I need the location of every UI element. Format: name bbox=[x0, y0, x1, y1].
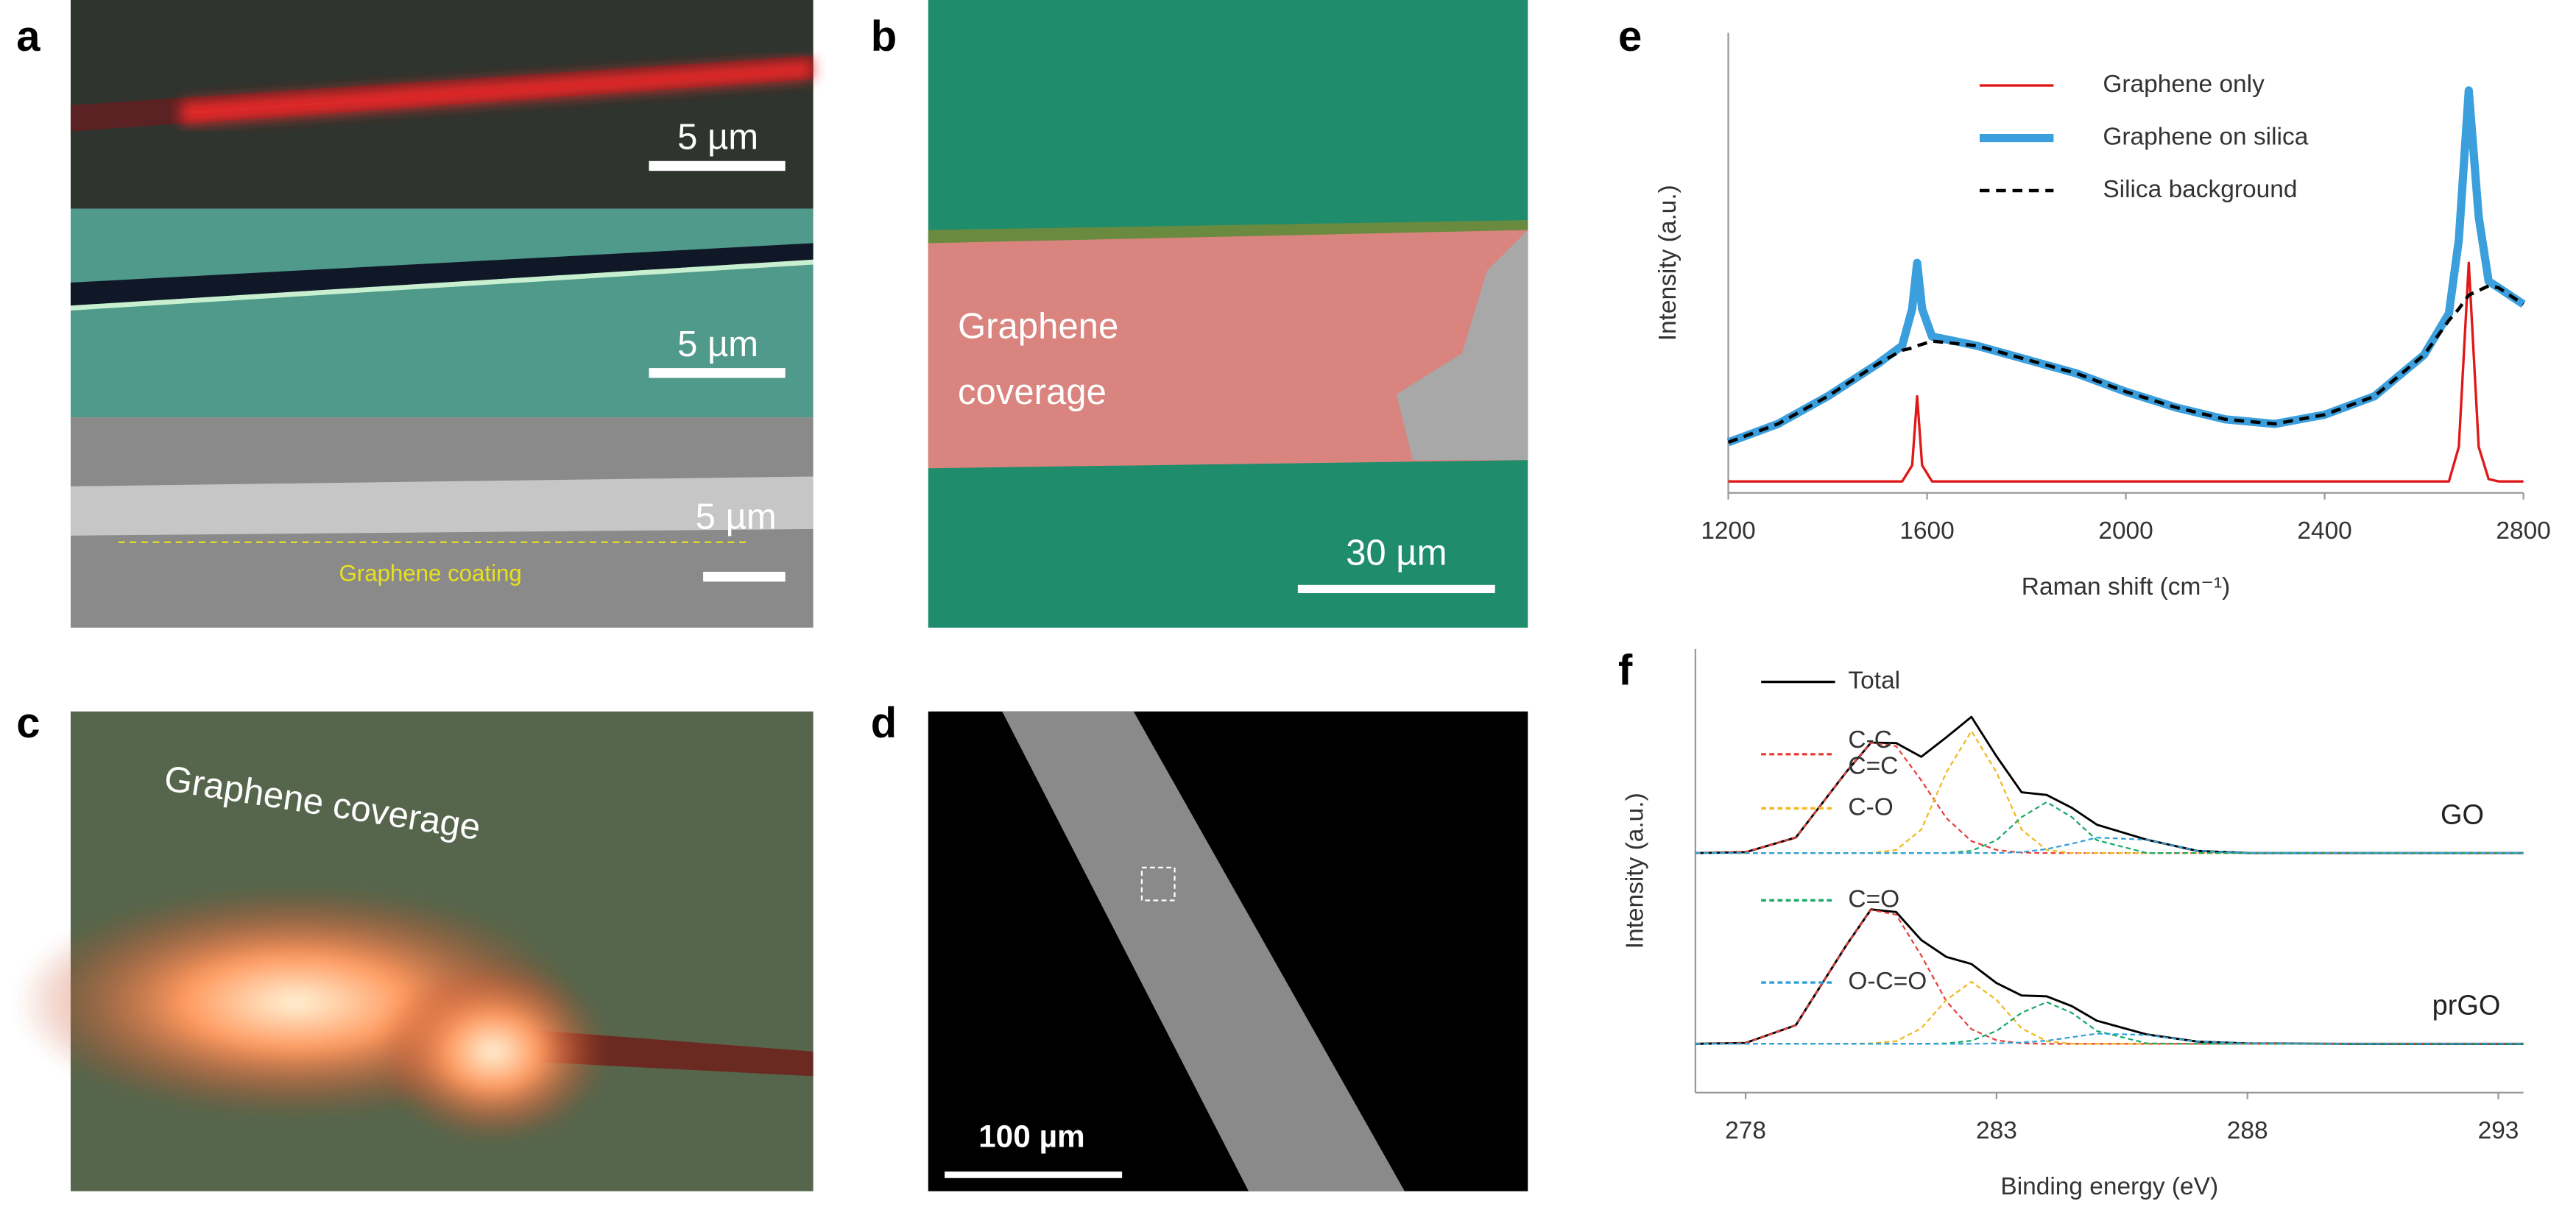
scale-bar-label: 5 µm bbox=[677, 325, 758, 364]
fiber bbox=[928, 230, 1528, 469]
scale-bar bbox=[649, 368, 786, 378]
region-marker bbox=[1140, 866, 1176, 902]
legend-label: C=C bbox=[1848, 752, 1898, 779]
fiber bbox=[70, 476, 814, 536]
scale-bar-label: 100 µm bbox=[978, 1119, 1085, 1153]
x-tick-label: 2800 bbox=[2496, 517, 2550, 545]
x-tick-label: 1200 bbox=[1701, 517, 1755, 545]
fiber bbox=[1002, 711, 1405, 1191]
legend-label: C=O bbox=[1848, 885, 1899, 913]
fluorescence bbox=[180, 59, 814, 125]
image-a2 bbox=[70, 208, 814, 418]
annotation: Graphene bbox=[958, 306, 1118, 346]
x-tick-label: 288 bbox=[2227, 1117, 2268, 1144]
legend-label: Total bbox=[1848, 667, 1900, 694]
panel-d: 100 µm d bbox=[871, 699, 1528, 1191]
annotation: coverage bbox=[958, 372, 1107, 412]
x-tick-label: 293 bbox=[2478, 1117, 2519, 1144]
legend-label: C-O bbox=[1848, 793, 1893, 821]
series-line bbox=[1695, 1001, 2524, 1045]
legend-label: C-C bbox=[1848, 726, 1891, 754]
series-line bbox=[1695, 741, 2524, 854]
scale-bar-label: 30 µm bbox=[1346, 534, 1447, 573]
fiber-edge bbox=[70, 259, 814, 311]
scale-bar bbox=[1297, 584, 1495, 593]
legend-label: O-C=O bbox=[1848, 968, 1927, 995]
panel-label: a bbox=[16, 13, 40, 60]
panel-label: e bbox=[1618, 13, 1642, 60]
panel-label: d bbox=[871, 699, 897, 747]
fiber bbox=[70, 243, 814, 306]
y-axis-label: Intensity (a.u.) bbox=[1621, 793, 1648, 949]
x-tick-label: 1600 bbox=[1899, 517, 1954, 545]
fiber-end bbox=[1396, 230, 1528, 461]
x-tick-label: 283 bbox=[1976, 1117, 2017, 1144]
annotation: Graphene coating bbox=[339, 561, 522, 587]
sample-label: GO bbox=[2441, 800, 2484, 831]
fluorescence bbox=[378, 961, 608, 1142]
scale-bar-label: 5 µm bbox=[696, 497, 777, 536]
series-line bbox=[1726, 86, 2526, 447]
scale-bar-label: 5 µm bbox=[677, 118, 758, 157]
legend-label: Silica background bbox=[2103, 176, 2297, 203]
x-axis-label: Binding energy (eV) bbox=[2000, 1173, 2218, 1200]
y-axis-label: Intensity (a.u.) bbox=[1654, 185, 1682, 341]
series-line bbox=[1728, 261, 2524, 483]
panel-c: Graphene coverage c bbox=[16, 699, 814, 1191]
series-line bbox=[1695, 1033, 2524, 1045]
scale-bar bbox=[649, 160, 786, 171]
legend-label: Graphene on silica bbox=[2103, 123, 2308, 150]
series-line bbox=[1695, 836, 2524, 854]
series-line bbox=[1695, 908, 2524, 1045]
legend-label: Graphene only bbox=[2103, 71, 2265, 98]
scale-bar bbox=[945, 1171, 1123, 1178]
sample-label: prGO bbox=[2432, 991, 2501, 1021]
series-line bbox=[1695, 715, 2524, 854]
panel-label: f bbox=[1618, 647, 1633, 695]
panel-a: 5 µm 5 µm 5 µm Graphene coating a bbox=[16, 0, 814, 628]
series-line bbox=[1727, 284, 2524, 445]
panel-label: c bbox=[16, 699, 40, 747]
x-tick-label: 2000 bbox=[2098, 517, 2153, 545]
x-tick-label: 2400 bbox=[2297, 517, 2351, 545]
scale-bar bbox=[703, 571, 786, 582]
x-tick-label: 278 bbox=[1725, 1117, 1766, 1144]
panel-b: 30 µm Graphene coverage b bbox=[871, 0, 1528, 628]
series-line bbox=[1695, 730, 2524, 854]
x-axis-label: Raman shift (cm⁻¹) bbox=[2022, 573, 2231, 601]
panel-label: b bbox=[871, 13, 897, 60]
